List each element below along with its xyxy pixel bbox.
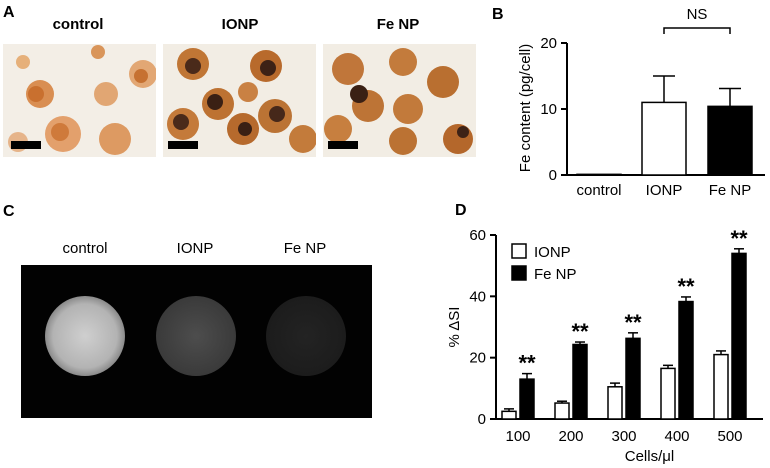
d-significance-marker: **	[518, 351, 536, 376]
d-x-tick-label: 100	[505, 428, 530, 445]
d-bar-fe-np-200	[572, 343, 588, 420]
d-bar-fe-np-100	[519, 378, 535, 420]
d-bar-ionp-500	[713, 353, 729, 420]
mri-label-ionp: IONP	[176, 240, 214, 257]
d-significance-marker: **	[571, 319, 589, 344]
d-bar-ionp-100	[501, 410, 517, 420]
photo-ionp-cells	[163, 44, 316, 157]
b-bar-fe-np	[707, 105, 753, 176]
photo-label-ionp: IONP	[221, 16, 259, 33]
d-bar-fe-np-300	[625, 337, 641, 420]
d-y-tick-label: 20	[469, 350, 486, 367]
mri-phantom-image	[21, 265, 372, 418]
d-x-axis-label: Cells/μl	[625, 448, 674, 465]
d-x-tick-label: 400	[664, 428, 689, 445]
b-significance-label: NS	[687, 6, 708, 23]
photo-fenp-cells	[323, 44, 476, 157]
b-y-tick-label: 10	[540, 101, 557, 118]
d-significance-marker: **	[730, 226, 748, 251]
d-significance-marker: **	[624, 310, 642, 335]
mri-label-control: control	[62, 240, 108, 257]
b-y-tick-label: 20	[540, 35, 557, 52]
panel-c-letter: C	[3, 203, 15, 220]
d-bar-fe-np-500	[731, 252, 747, 420]
d-legend-label: IONP	[534, 244, 571, 261]
panel-a-letter: A	[3, 4, 15, 21]
photo-control-cells	[3, 44, 156, 157]
d-legend-label: Fe NP	[534, 266, 577, 283]
d-bar-ionp-400	[660, 367, 676, 420]
b-x-tick-label: IONP	[646, 182, 683, 199]
d-y-tick-label: 0	[478, 411, 486, 428]
b-bar-ionp	[641, 101, 687, 176]
d-y-tick-label: 60	[469, 227, 486, 244]
d-x-tick-label: 300	[611, 428, 636, 445]
photo-label-fenp: Fe NP	[376, 16, 420, 33]
b-bar-control	[576, 173, 622, 176]
d-legend-swatch-fe-np	[511, 265, 527, 281]
b-y-axis-label: Fe content (pg/cell)	[517, 44, 534, 172]
d-bar-fe-np-400	[678, 300, 694, 420]
d-significance-marker: **	[677, 274, 695, 299]
b-y-tick-label: 0	[549, 167, 557, 184]
panel-d-letter: D	[455, 202, 467, 219]
photo-label-control: control	[52, 16, 104, 33]
d-x-tick-label: 200	[558, 428, 583, 445]
b-x-tick-label: Fe NP	[709, 182, 752, 199]
d-bar-ionp-300	[607, 386, 623, 420]
d-x-tick-label: 500	[717, 428, 742, 445]
d-y-tick-label: 40	[469, 288, 486, 305]
d-y-axis-label: % ΔSI	[446, 307, 463, 348]
b-x-tick-label: control	[576, 182, 621, 199]
mri-label-fenp: Fe NP	[283, 240, 327, 257]
d-bar-ionp-200	[554, 402, 570, 420]
panel-b-letter: B	[492, 6, 504, 23]
d-legend-swatch-ionp	[511, 243, 527, 259]
b-significance-bracket	[663, 27, 731, 34]
